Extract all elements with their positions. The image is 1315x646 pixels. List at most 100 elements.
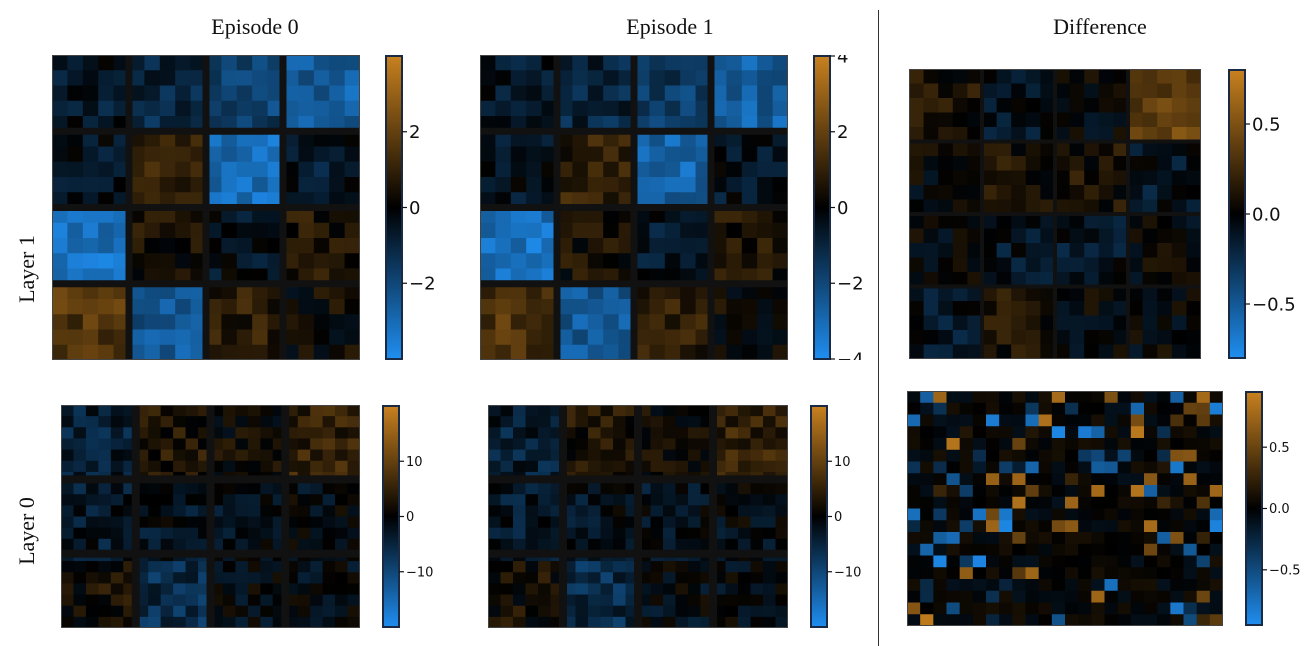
heatmap-cell — [221, 283, 238, 300]
heatmap-cell — [160, 583, 174, 595]
heatmap-cell — [173, 561, 186, 573]
heatmap-cell — [110, 460, 124, 473]
heatmap-cell — [1084, 127, 1100, 142]
heatmap-cell — [247, 483, 261, 495]
heatmap-cell — [763, 427, 776, 439]
heatmap-cell — [1171, 185, 1187, 200]
heatmap-cell — [711, 131, 727, 147]
heatmap-cell — [757, 253, 773, 269]
heatmap-cell — [1040, 344, 1056, 359]
heatmap-cell — [741, 131, 758, 147]
heatmap-cell — [210, 416, 224, 428]
heatmap-cell — [1012, 414, 1026, 427]
heatmap-cell — [1051, 402, 1066, 415]
heatmap-cell — [1113, 170, 1129, 186]
heatmap-cell — [110, 583, 124, 595]
heatmap-cell — [267, 268, 284, 285]
heatmap-cell — [959, 402, 974, 415]
heatmap-cell — [1040, 141, 1056, 157]
heatmap-cell — [613, 527, 626, 540]
heatmap-cell — [757, 100, 773, 117]
heatmap-cell — [495, 314, 512, 330]
heatmap-cell — [763, 416, 776, 428]
heatmap-cell — [680, 344, 696, 360]
heatmap-cell — [52, 85, 68, 102]
heatmap-cell — [1069, 98, 1085, 113]
heatmap-cell — [1078, 426, 1092, 439]
heatmap-cell — [923, 315, 939, 331]
heatmap-cell — [600, 416, 614, 428]
heatmap-cell — [500, 616, 514, 628]
heatmap-cell — [298, 177, 315, 193]
heatmap-cell — [73, 605, 87, 618]
heatmap-cell — [625, 572, 639, 584]
heatmap-cell — [650, 605, 664, 618]
heatmap-cell — [1144, 579, 1158, 592]
heatmap-cell — [526, 146, 542, 163]
heatmap-cell — [267, 70, 284, 86]
heatmap-cell — [206, 100, 222, 117]
heatmap-cell — [738, 483, 751, 495]
heatmap-cell — [600, 449, 614, 462]
heatmap-cell — [1069, 127, 1085, 142]
heatmap-cell — [500, 494, 514, 506]
heatmap-cell — [933, 391, 947, 404]
heatmap-cell — [959, 543, 974, 556]
heatmap-cell — [982, 301, 997, 316]
heatmap-cell — [67, 314, 84, 330]
heatmap-cell — [695, 85, 712, 102]
heatmap-cell — [946, 496, 960, 509]
heatmap-cell — [123, 427, 137, 439]
block-divider — [281, 405, 290, 628]
heatmap-cell — [210, 616, 224, 628]
heatmap-cell — [909, 185, 924, 200]
heatmap-cell — [750, 505, 764, 517]
heatmap-cell — [557, 344, 573, 360]
heatmap-cell — [310, 405, 323, 417]
heatmap-cell — [510, 131, 527, 147]
heatmap-cell — [572, 116, 589, 132]
heatmap-cell — [525, 538, 539, 551]
heatmap-cell — [1078, 461, 1092, 474]
heatmap-cell — [260, 605, 274, 618]
heatmap-cell — [1209, 473, 1223, 486]
heatmap-cell — [285, 483, 299, 495]
heatmap-cell — [297, 416, 311, 428]
heatmap-cell — [173, 572, 186, 584]
heatmap-cell — [1069, 243, 1085, 258]
heatmap-cell — [1157, 330, 1173, 345]
heatmap-cell — [909, 83, 924, 99]
heatmap-cell — [618, 314, 635, 330]
heatmap-cell — [113, 344, 130, 360]
heatmap-cell — [1025, 185, 1041, 200]
heatmap-cell — [272, 460, 286, 473]
heatmap-cell — [1065, 532, 1079, 545]
heatmap-cell — [634, 238, 650, 254]
heatmap-cell — [763, 583, 776, 595]
heatmap-cell — [996, 330, 1012, 345]
heatmap-cell — [67, 161, 84, 178]
heatmap-cell — [986, 520, 1000, 533]
heatmap-cell — [1055, 272, 1070, 287]
heatmap-cell — [1065, 402, 1079, 415]
heatmap-cell — [907, 532, 921, 545]
heatmap-cell — [198, 449, 211, 462]
heatmap-cell — [73, 561, 87, 573]
heatmap-cell — [1084, 315, 1100, 331]
colorbar-tick-label: 0.5 — [1252, 114, 1281, 135]
heatmap-cell — [252, 177, 268, 193]
heatmap-cell — [972, 391, 987, 404]
heatmap-cell — [1055, 112, 1070, 128]
heatmap-cell — [272, 561, 286, 573]
heatmap-cell — [1098, 228, 1114, 244]
heatmap-cell — [575, 483, 589, 495]
heatmap-cell — [649, 207, 666, 224]
heatmap-cell — [638, 572, 651, 584]
heatmap-cell — [1113, 112, 1129, 128]
heatmap-cell — [1157, 301, 1173, 316]
heatmap-cell — [972, 485, 987, 498]
heatmap-cell — [664, 329, 681, 346]
heatmap-cell — [221, 116, 238, 132]
heatmap-cell — [129, 146, 145, 163]
heatmap-cell — [946, 567, 960, 580]
